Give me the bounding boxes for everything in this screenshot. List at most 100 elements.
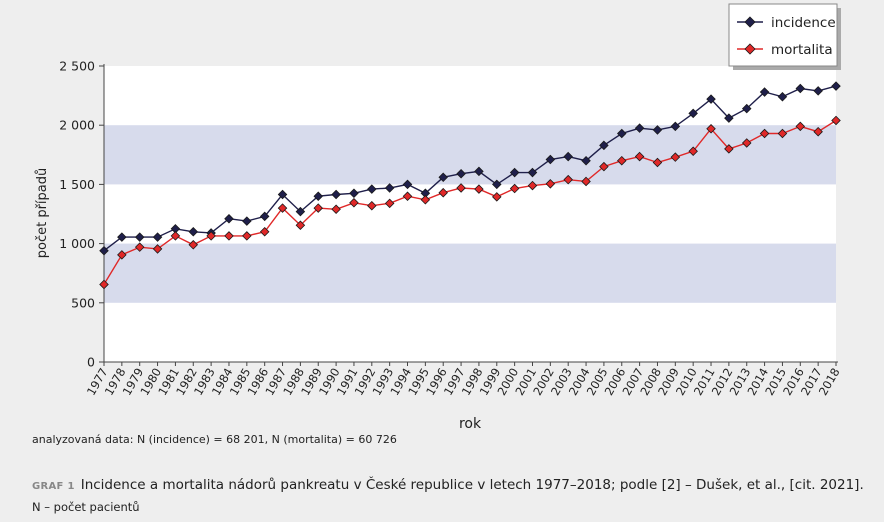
data-point-incidence (331, 189, 341, 200)
data-point-incidence (188, 226, 199, 237)
data-point-incidence (741, 103, 752, 114)
data-point-incidence (616, 128, 627, 139)
data-point-incidence (706, 94, 716, 104)
data-point-mortalita (563, 174, 573, 185)
data-point-incidence (688, 108, 698, 119)
x-ticks: 1977197819791980198119821983198419851986… (84, 362, 843, 398)
data-point-mortalita (456, 183, 466, 193)
data-point-incidence (581, 155, 591, 166)
data-point-incidence (384, 183, 395, 193)
data-point-mortalita (259, 226, 270, 237)
data-point-mortalita (242, 231, 252, 241)
series-line-incidence (103, 85, 837, 252)
legend-box (728, 3, 838, 67)
data-point-incidence (545, 154, 556, 165)
data-point-incidence (438, 172, 448, 183)
axes (103, 64, 838, 363)
data-point-incidence (134, 232, 145, 242)
caption-footnote: N – počet pacientů (32, 500, 140, 514)
series-lines (99, 81, 841, 290)
data-point-mortalita (581, 176, 591, 187)
data-point-incidence (599, 140, 609, 151)
data-point-incidence (492, 179, 502, 190)
grid-band (104, 125, 836, 185)
data-point-mortalita (670, 152, 681, 162)
data-point-incidence (259, 211, 270, 222)
data-point-mortalita (599, 161, 609, 172)
legend-marker-mortalita (744, 43, 756, 55)
y-tick-label: 500 (71, 295, 95, 310)
data-point-mortalita (402, 191, 413, 202)
data-point-incidence (563, 151, 573, 162)
data-point-mortalita (634, 151, 645, 162)
data-point-mortalita (813, 126, 823, 137)
data-point-mortalita (795, 121, 806, 132)
analysis-note: analyzovaná data: N (incidence) = 68 201… (32, 433, 397, 446)
grid-bands (104, 66, 836, 362)
data-point-mortalita (616, 155, 627, 166)
data-point-mortalita (492, 192, 502, 202)
caption-text: Incidence a mortalita nádorů pankreatu v… (80, 477, 864, 493)
data-point-incidence (509, 167, 520, 178)
data-point-incidence (367, 184, 377, 194)
data-point-mortalita (509, 183, 520, 194)
y-tick-label: 1 000 (59, 236, 95, 251)
y-tick-label: 0 (87, 355, 95, 370)
data-point-incidence (313, 191, 324, 202)
caption-tag: GRAF 1 (32, 481, 75, 492)
data-point-mortalita (170, 231, 181, 241)
data-point-incidence (831, 81, 841, 91)
plot-background (104, 66, 836, 362)
data-point-incidence (402, 179, 413, 190)
y-tick-label: 1 500 (59, 177, 95, 192)
legend-marker-incidence (744, 16, 756, 28)
data-point-incidence (242, 216, 252, 226)
data-point-mortalita (224, 231, 234, 241)
data-point-mortalita (277, 203, 288, 213)
data-point-incidence (759, 87, 770, 97)
data-point-mortalita (545, 179, 556, 189)
data-point-incidence (349, 188, 359, 199)
data-point-mortalita (474, 184, 484, 194)
data-point-mortalita (420, 195, 431, 205)
data-point-mortalita (117, 250, 127, 260)
data-point-mortalita (313, 203, 324, 213)
data-point-mortalita (367, 200, 377, 211)
data-point-incidence (795, 83, 806, 94)
line-chart: 0 500 1 000 1 500 2 000 2 500 197719781979198… (35, 3, 843, 430)
data-point-mortalita (688, 146, 698, 157)
grid-band (104, 243, 836, 303)
data-point-mortalita (831, 115, 841, 126)
data-point-mortalita (706, 123, 716, 134)
data-point-mortalita (134, 242, 145, 252)
data-point-mortalita (99, 279, 109, 290)
data-point-incidence (456, 168, 466, 179)
data-point-mortalita (384, 198, 395, 209)
y-ticks: 0 500 1 000 1 500 2 000 2 500 (59, 59, 104, 370)
data-point-incidence (724, 113, 734, 123)
data-point-mortalita (349, 197, 359, 208)
data-point-incidence (117, 232, 127, 242)
data-point-mortalita (724, 144, 734, 154)
data-point-mortalita (438, 187, 448, 198)
data-point-mortalita (527, 180, 538, 191)
data-point-incidence (527, 167, 538, 178)
data-point-mortalita (777, 128, 788, 139)
data-point-incidence (777, 92, 788, 102)
legend-label-mortalita: mortalita (771, 42, 833, 58)
data-point-incidence (152, 232, 163, 242)
data-point-mortalita (741, 138, 752, 148)
data-point-incidence (634, 123, 645, 133)
data-point-incidence (295, 206, 306, 217)
data-point-mortalita (152, 244, 163, 254)
data-point-incidence (277, 189, 288, 200)
y-axis-label: počet případů (35, 168, 50, 259)
data-point-incidence (813, 86, 823, 96)
data-point-mortalita (188, 240, 199, 250)
data-point-mortalita (295, 220, 306, 231)
data-point-incidence (224, 213, 234, 224)
data-point-incidence (652, 125, 663, 135)
y-tick-label: 2 500 (59, 59, 95, 74)
data-point-incidence (99, 245, 109, 256)
figure-caption: GRAF 1 Incidence a mortalita nádorů pankr… (32, 477, 864, 493)
